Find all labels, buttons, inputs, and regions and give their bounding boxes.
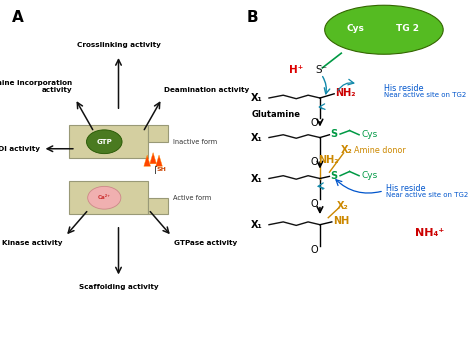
Text: X₁: X₁ [251,220,263,230]
Text: TG 2: TG 2 [396,24,419,33]
Text: X₁: X₁ [251,93,263,103]
Text: GTPase activity: GTPase activity [174,240,237,246]
Text: Cys: Cys [346,24,365,33]
Text: S⁻: S⁻ [315,65,327,75]
Text: A: A [12,10,24,26]
Polygon shape [150,153,156,164]
Text: B: B [246,10,258,26]
Polygon shape [69,125,148,158]
Text: His reside: His reside [384,84,423,93]
Text: X₁: X₁ [251,133,263,142]
Text: S: S [331,171,338,181]
Text: PDI activity: PDI activity [0,146,40,152]
Text: Inactive form: Inactive form [173,139,217,145]
Ellipse shape [86,130,122,154]
Text: H⁺: H⁺ [289,65,303,75]
Text: X₁: X₁ [251,174,263,183]
Text: Polyamine incorporation
activity: Polyamine incorporation activity [0,80,73,93]
Polygon shape [144,155,151,166]
Polygon shape [148,125,168,142]
Text: Crosslinking activity: Crosslinking activity [77,42,160,48]
Text: NH₄⁺: NH₄⁺ [415,228,444,238]
Text: Amine donor: Amine donor [354,146,406,155]
Text: Deamination activity: Deamination activity [164,88,249,93]
Text: Ca²⁺: Ca²⁺ [98,195,111,200]
Text: NH₂: NH₂ [318,155,338,165]
Text: S: S [331,129,338,139]
Text: NH: NH [333,216,349,226]
Text: NH₂: NH₂ [336,89,356,98]
Text: Glutamine: Glutamine [251,110,300,119]
Text: Cys: Cys [361,130,378,139]
Text: Near active site on TG2: Near active site on TG2 [384,92,466,98]
Ellipse shape [325,5,443,54]
Polygon shape [148,198,168,214]
Text: Scaffolding activity: Scaffolding activity [79,284,158,290]
Text: X₂: X₂ [337,201,348,211]
Polygon shape [155,155,162,166]
Text: GTP: GTP [96,139,112,145]
Text: His reside: His reside [386,184,426,193]
Text: O: O [310,157,318,167]
Text: O: O [310,245,318,255]
Ellipse shape [88,186,121,209]
Text: Near active site on TG2: Near active site on TG2 [386,192,469,198]
Text: O: O [310,199,318,209]
Text: X₂: X₂ [341,146,353,155]
Text: Cys: Cys [361,171,378,180]
Text: Kinase activity: Kinase activity [2,240,63,246]
Text: SH: SH [156,167,166,172]
Text: O: O [310,118,318,127]
Text: Active form: Active form [173,195,211,201]
Polygon shape [69,181,148,214]
